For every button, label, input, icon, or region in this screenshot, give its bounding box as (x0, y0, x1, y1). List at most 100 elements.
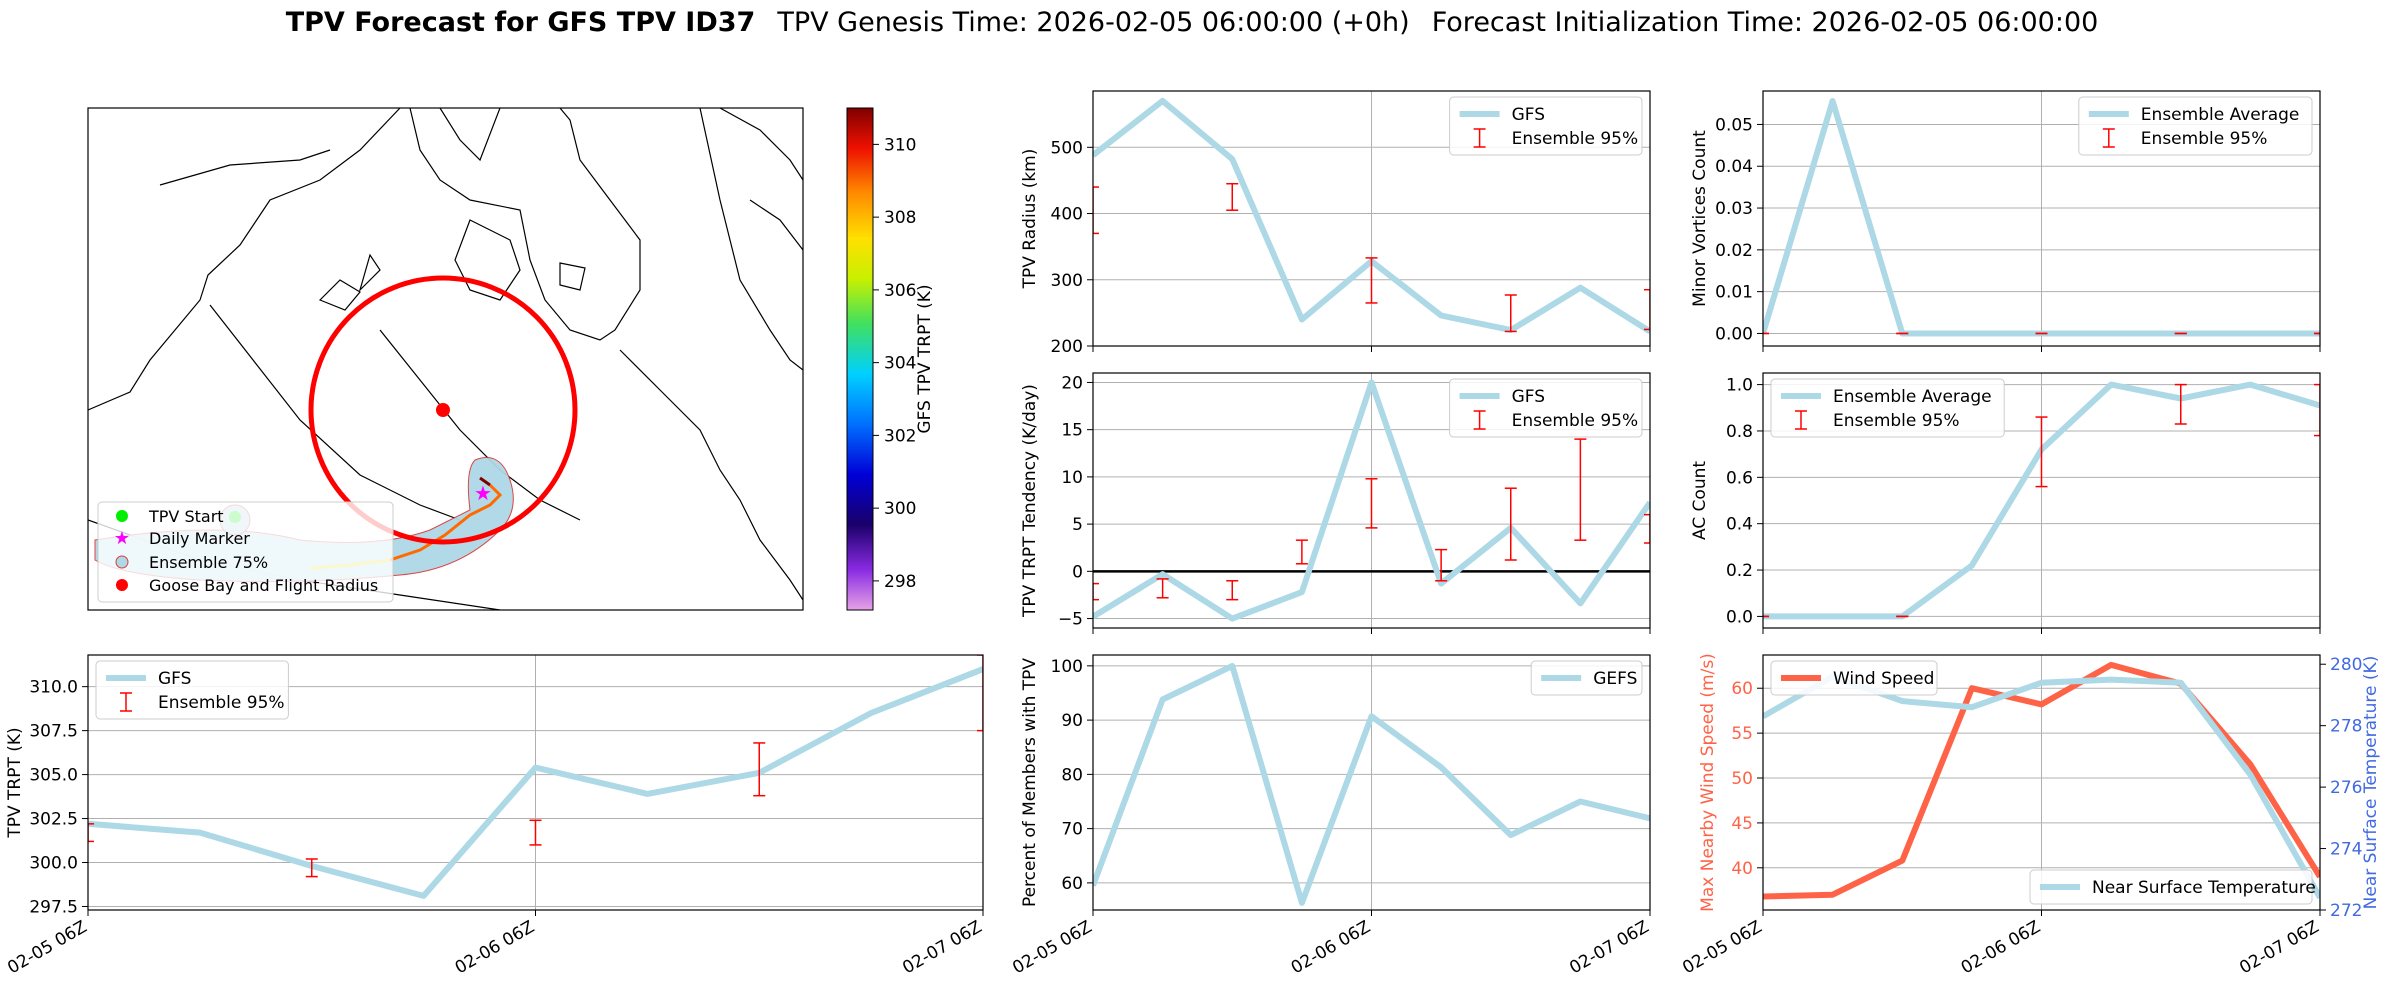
figure-title: TPV Forecast for GFS TPV ID37 TPV Genesis… (286, 7, 2099, 38)
legend-label: Near Surface Temperature (2092, 878, 2316, 898)
y-tick-label: 300 (1051, 271, 1083, 291)
legend-label: Ensemble Average (1833, 387, 1992, 407)
chart-members: 60 70 80 90 100 Percent of Members with TPV 02… (1009, 654, 1653, 978)
y-tick-label: 15 (1061, 421, 1083, 441)
y-tick-label: 45 (1731, 814, 1753, 834)
chart-radius: 200 300 400 500 TPV Radius (km) GFS Ensemble 9… (1020, 90, 1651, 357)
errorbar (1156, 578, 1169, 599)
y-tick-label: 5 (1072, 515, 1083, 535)
errorbar (1295, 539, 1308, 565)
errorbar (2035, 416, 2048, 488)
legend-ensemble: Ensemble 75% (149, 553, 268, 572)
title-bold: TPV Forecast for GFS TPV ID37 (286, 7, 756, 38)
legend-daily-marker-icon: ★ (114, 528, 130, 549)
y-tick-label: 0.2 (1726, 561, 1753, 581)
x-tick-label: 02-05 06Z (1679, 917, 1765, 978)
y-tick-label: 200 (1051, 337, 1083, 357)
y-axis-label: TPV TRPT (K) (5, 727, 25, 838)
colorbar-tick-label: 310 (884, 135, 916, 155)
colorbar: 298 300 302 304 306 308 310 GFS TPV TRPT (K) (846, 107, 935, 611)
y-tick-label: 0.0 (1726, 607, 1753, 627)
coastline-greenland-inner (749, 199, 803, 251)
errorbar (753, 742, 766, 797)
chart-trpt: 297.5 300.0 302.5 305.0 307.5 310.0 TPV TRPT (… (4, 654, 986, 978)
legend-label: GFS (1512, 105, 1545, 125)
colorbar-ticks: 298 300 302 304 306 308 310 (873, 135, 916, 592)
legend-goose-bay-icon (116, 579, 128, 591)
y-tick-label: 40 (1731, 859, 1753, 879)
legend-label: Ensemble 95% (2141, 129, 2268, 149)
x-tick-label: 02-05 06Z (1009, 917, 1095, 978)
errorbar (1226, 182, 1239, 211)
errorbar (1504, 294, 1517, 333)
legend-daily-marker: Daily Marker (149, 529, 250, 548)
y-axis-label: AC Count (1690, 461, 1710, 540)
colorbar-tick-label: 306 (884, 281, 916, 301)
legend-tpv-start: TPV Start (148, 507, 224, 526)
errorbar (2314, 383, 2320, 437)
legend-box (1770, 378, 2005, 438)
coastline-greenland-north (719, 108, 803, 181)
island-arctic-1 (318, 253, 381, 311)
legend-label: GFS (158, 669, 191, 689)
y-axis-label: TPV TRPT Tendency (K/day) (1020, 384, 1040, 618)
series-line-gfs (1093, 379, 1650, 622)
errorbar (1574, 438, 1587, 541)
coastline-hudson (409, 108, 641, 341)
title-genesis: TPV Genesis Time: 2026-02-05 06:00:00 (+… (776, 7, 1409, 38)
island-small (559, 262, 586, 291)
errorbar (1093, 582, 1099, 601)
y-tick-label: 302.5 (29, 810, 78, 830)
plot-area (1093, 662, 1650, 906)
y-tick-label: 0.02 (1715, 241, 1753, 261)
errorbar (1435, 548, 1448, 582)
legend: GEFS (1530, 660, 1643, 696)
errorbar (305, 858, 318, 878)
y-tick-label: 0.05 (1715, 115, 1753, 135)
legend-ensemble-icon (115, 555, 129, 569)
y-tick-label: 100 (1051, 657, 1083, 677)
y-axis-label: Percent of Members with TPV (1020, 658, 1040, 907)
errorbar (2174, 383, 2187, 425)
plot-area (1763, 98, 2320, 337)
x-tick-label: 02-06 06Z (1958, 917, 2044, 978)
legend-label: Ensemble 95% (1512, 129, 1639, 149)
y-tick-label: 0.01 (1715, 283, 1753, 303)
legend: GFS Ensemble 95% (95, 660, 289, 720)
y-axis-label: TPV Radius (km) (1020, 149, 1040, 290)
y-tick-label: 0 (1072, 562, 1083, 582)
legend-label: Ensemble 95% (1512, 411, 1639, 431)
chart-wind: 40 45 50 55 60 Max Nearby Wind Speed (m/s) 272… (1679, 653, 2381, 978)
colorbar-tick-label: 308 (884, 208, 916, 228)
series-line-wind-speed (1763, 661, 2320, 900)
y-axis-label: Minor Vortices Count (1690, 130, 1710, 307)
plot-area (88, 655, 983, 899)
errorbar (1644, 288, 1650, 331)
legend-label: GFS (1512, 387, 1545, 407)
y-tick-label: 0.03 (1715, 199, 1753, 219)
coastline-labrador (619, 349, 803, 601)
legend: Ensemble Average Ensemble 95% (1770, 378, 2005, 438)
y-tick-label: 80 (1061, 765, 1083, 785)
x-tick-label: 02-07 06Z (899, 917, 985, 978)
boundary-canada (209, 304, 461, 521)
island-baffin (454, 219, 521, 301)
y2-tick-label: 272 (2330, 901, 2362, 921)
errorbar (1093, 186, 1099, 235)
colorbar-tick-label: 304 (884, 354, 916, 374)
legend-wind: Wind Speed (1770, 660, 1938, 696)
y-tick-label: 297.5 (29, 897, 78, 917)
legend: GFS Ensemble 95% (1449, 378, 1643, 438)
colorbar-tick-label: 300 (884, 499, 916, 519)
goose-bay-marker (436, 403, 450, 417)
legend: GFS Ensemble 95% (1449, 96, 1643, 156)
colorbar-label: GFS TPV TRPT (K) (915, 284, 935, 433)
y-tick-label: 50 (1731, 769, 1753, 789)
chart-ac: 0.0 0.2 0.4 0.6 0.8 1.0 AC Count Ensemble Avera… (1690, 372, 2321, 634)
y-tick-label: −5 (1058, 610, 1083, 630)
y-tick-label: 0.8 (1726, 422, 1753, 442)
y-tick-label: 300.0 (29, 854, 78, 874)
legend-box (1770, 660, 1938, 696)
